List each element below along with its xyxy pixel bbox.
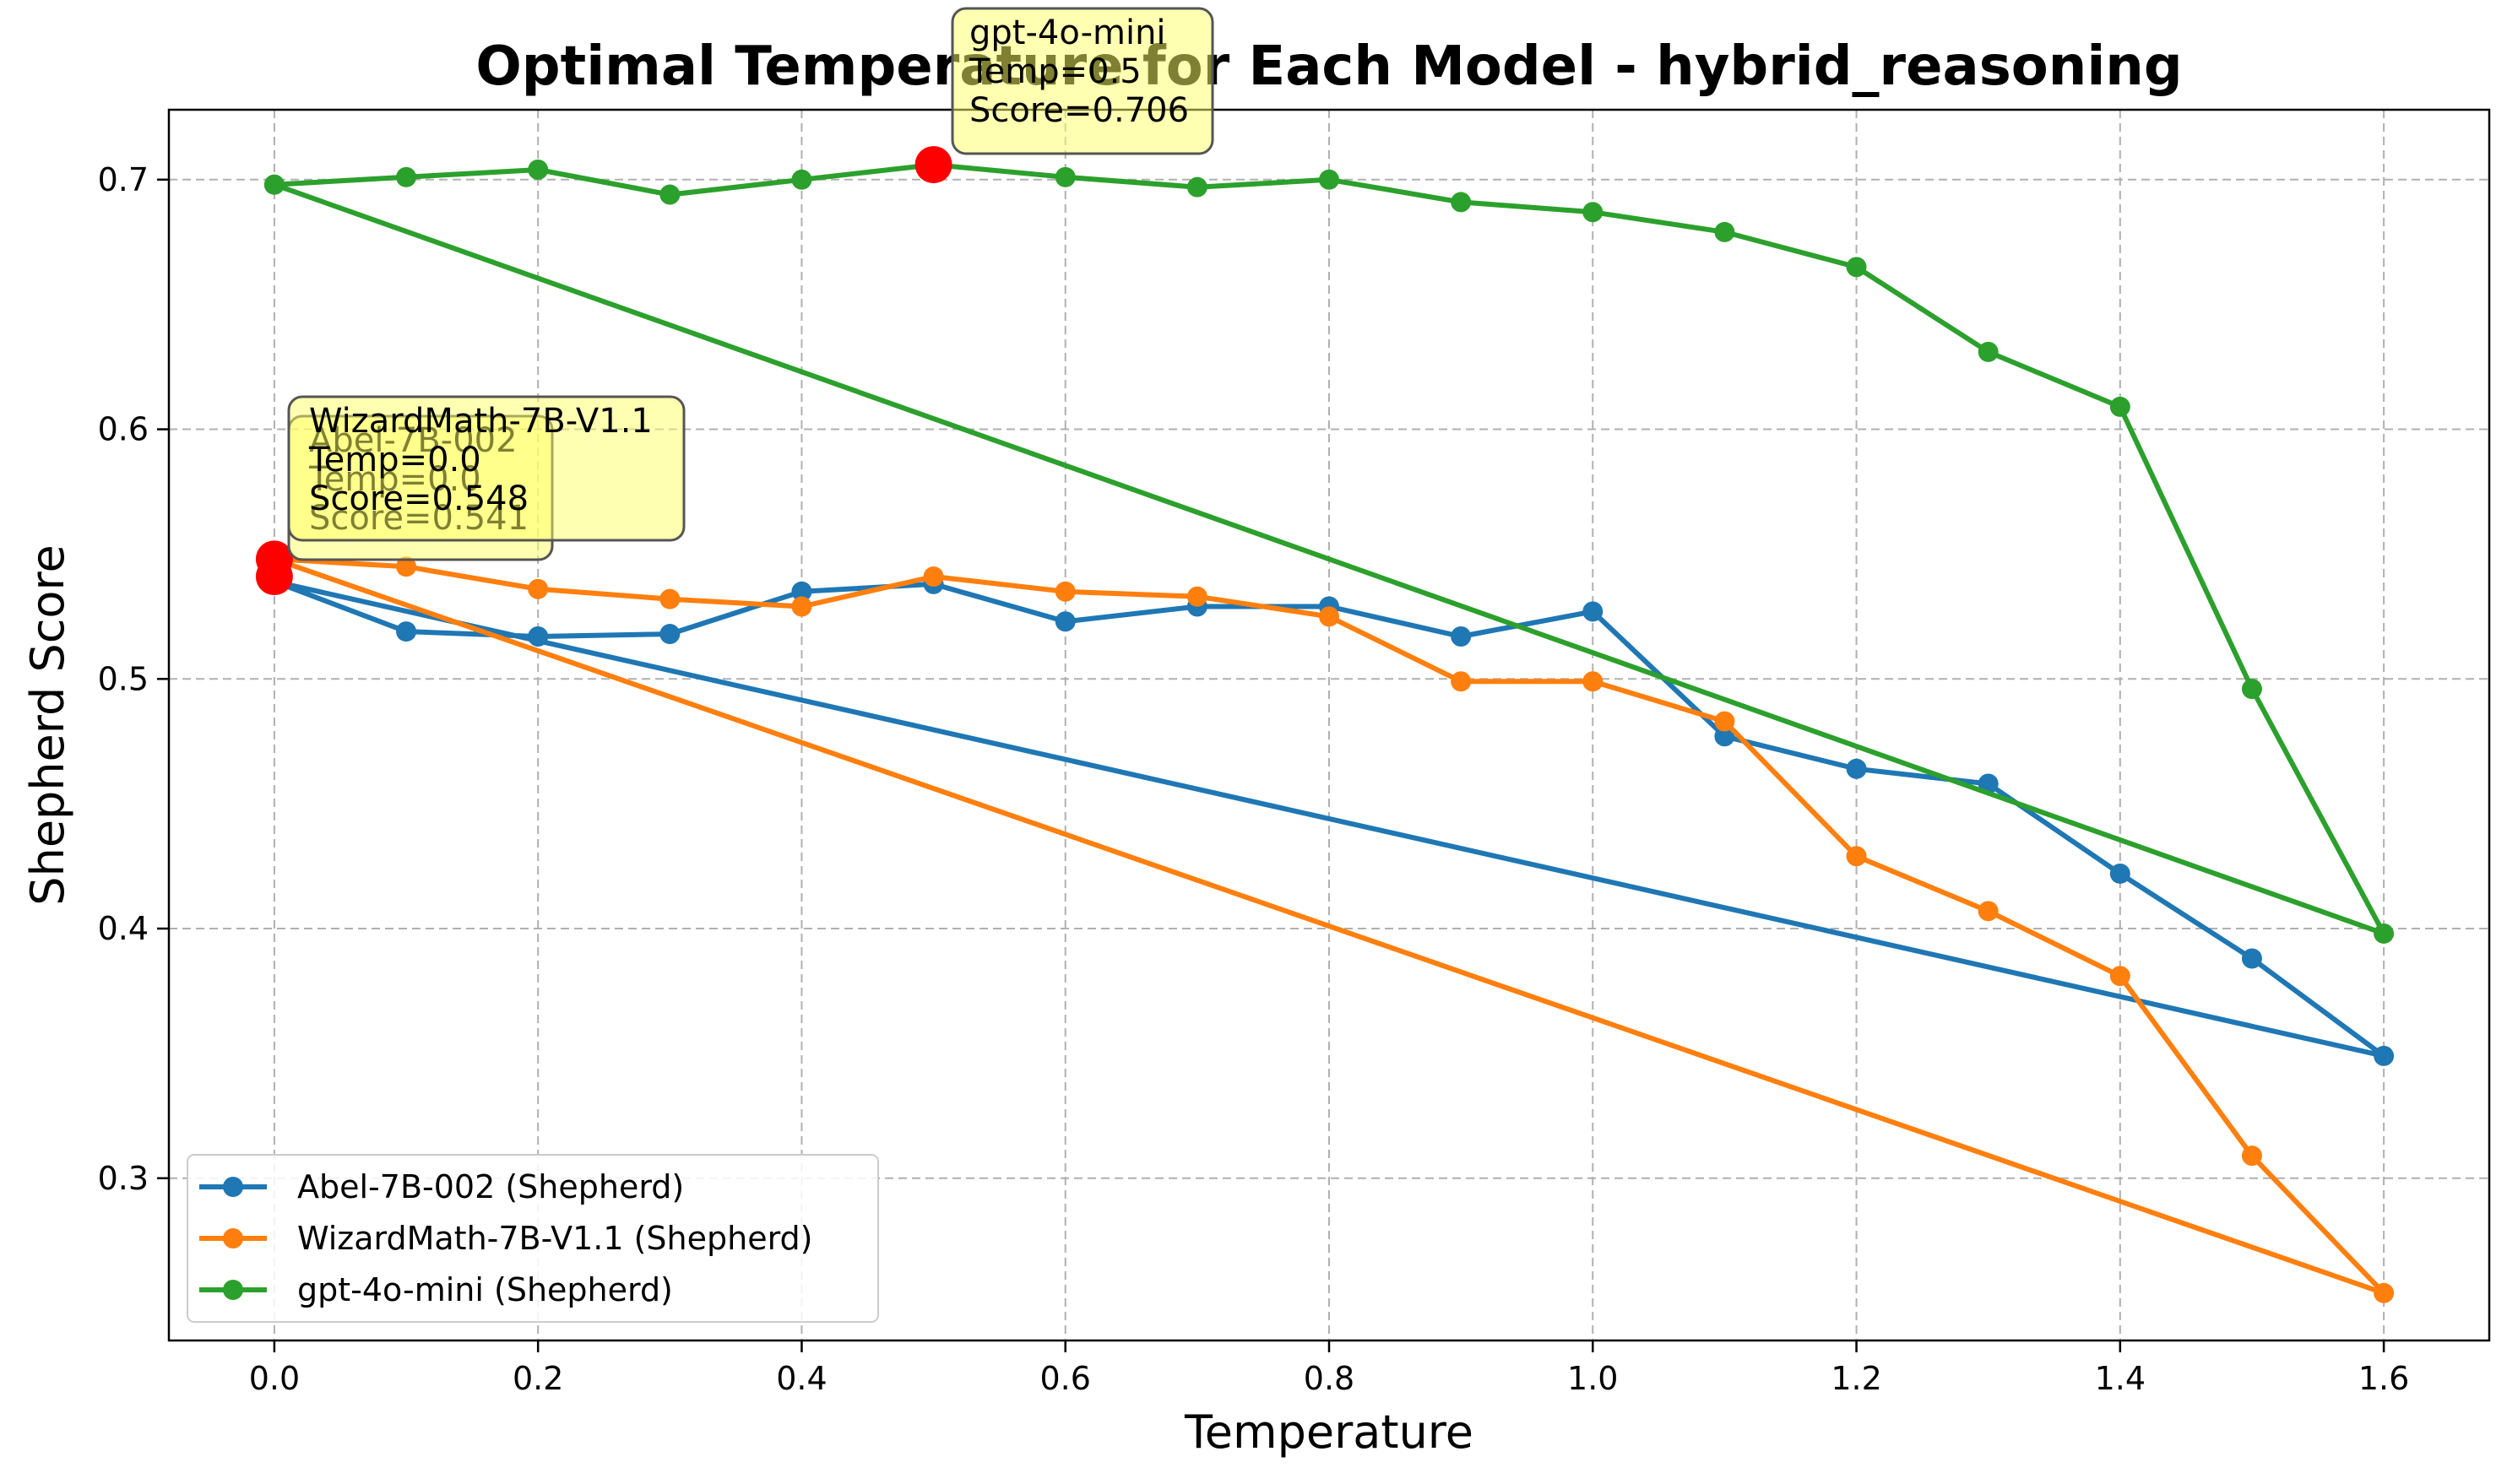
y-tick-label: 0.5: [98, 660, 149, 697]
data-point: [1978, 341, 1999, 362]
annotation-text: Temp=0.0: [308, 441, 481, 479]
legend-marker: [223, 1228, 243, 1248]
legend-label: gpt-4o-mini (Shepherd): [297, 1271, 673, 1308]
annotation-text: WizardMath-7B-V1.1: [309, 402, 653, 441]
data-point: [2241, 948, 2262, 969]
data-point: [1846, 758, 1867, 779]
x-tick-label: 1.4: [2095, 1360, 2146, 1397]
data-point: [1186, 586, 1207, 607]
data-point: [1846, 846, 1867, 867]
axis-ticks: 0.0 0.2 0.4 0.6 0.8 1.0 1.2 1.4 1.6 0.3 0.4 0.5 0.6 0…: [98, 161, 2410, 1397]
legend-marker: [223, 1280, 243, 1300]
legend: Abel-7B-002 (Shepherd) WizardMath-7B-V1.1…: [187, 1154, 879, 1323]
legend-marker: [223, 1177, 243, 1197]
data-point: [2109, 863, 2130, 884]
annotation-text: Score=0.706: [969, 91, 1189, 130]
x-tick-label: 1.2: [1831, 1360, 1881, 1397]
data-point: [1319, 606, 1339, 627]
data-point: [659, 624, 681, 645]
x-tick-label: 1.6: [2358, 1360, 2409, 1397]
y-tick-label: 0.3: [98, 1160, 149, 1197]
chart-title: Optimal Temperature for Each Model - hyb…: [475, 35, 2182, 98]
annotations: Abel-7B-002Temp=0.0Score=0.541WizardMath…: [287, 7, 1214, 561]
y-tick-label: 0.6: [98, 411, 149, 448]
data-point: [396, 166, 417, 187]
annotation-box: [951, 7, 1214, 155]
annotation-text: Score=0.548: [309, 479, 529, 518]
annotation-text: gpt-4o-mini: [969, 14, 1166, 52]
data-point: [1055, 611, 1076, 632]
data-point: [1978, 901, 1999, 922]
series-line: [271, 556, 2387, 1296]
data-point: [1714, 726, 1735, 747]
data-point: [1714, 221, 1735, 242]
data-point: [1186, 176, 1207, 198]
y-tick-label: 0.4: [98, 910, 149, 947]
x-tick-label: 0.0: [249, 1360, 300, 1397]
legend-box: [187, 1154, 879, 1323]
legend-label: Abel-7B-002 (Shepherd): [297, 1168, 684, 1205]
data-point: [263, 174, 285, 195]
series-2: [263, 154, 2395, 944]
data-point: [396, 621, 417, 642]
y-tick-label: 0.7: [98, 161, 149, 198]
data-point: [1319, 169, 1339, 190]
series-line: [271, 162, 2387, 936]
data-point: [659, 588, 681, 609]
data-point: [1582, 671, 1604, 692]
x-tick-label: 0.6: [1040, 1360, 1091, 1397]
data-point: [2109, 966, 2130, 987]
data-point: [1714, 711, 1735, 732]
optimal-point: [255, 540, 293, 578]
x-tick-label: 0.8: [1304, 1360, 1354, 1397]
data-point: [1582, 601, 1604, 622]
plot-series: [263, 154, 2395, 1303]
data-point: [791, 581, 812, 602]
x-axis-label: Temperature: [1184, 1405, 1473, 1459]
data-point: [2109, 396, 2130, 417]
data-point: [528, 159, 549, 180]
x-tick-label: 1.0: [1567, 1360, 1618, 1397]
data-point: [1846, 257, 1867, 278]
optimal-points: [255, 146, 952, 596]
data-point: [659, 184, 681, 205]
data-point: [2374, 1282, 2395, 1303]
annotation-text: Temp=0.5: [969, 52, 1142, 91]
data-point: [1055, 581, 1076, 602]
data-point: [1451, 626, 1472, 647]
y-axis-label: Shepherd Score: [21, 544, 74, 905]
annotation-box: [287, 395, 686, 542]
data-point: [1451, 192, 1472, 213]
data-point: [2241, 1145, 2262, 1167]
data-point: [528, 578, 549, 599]
data-point: [396, 556, 417, 577]
data-point: [2374, 923, 2395, 944]
data-point: [2374, 1045, 2395, 1066]
optimal-point: [914, 146, 952, 184]
x-tick-label: 0.2: [513, 1360, 563, 1397]
data-point: [528, 626, 549, 647]
data-point: [1055, 166, 1076, 187]
legend-label: WizardMath-7B-V1.1 (Shepherd): [297, 1220, 813, 1257]
data-point: [1582, 202, 1604, 223]
series-line: [271, 578, 2387, 1059]
data-point: [791, 169, 812, 190]
data-point: [2241, 679, 2262, 700]
x-tick-label: 0.4: [776, 1360, 827, 1397]
data-point: [923, 566, 944, 588]
data-point: [791, 596, 812, 617]
data-point: [1451, 671, 1472, 692]
